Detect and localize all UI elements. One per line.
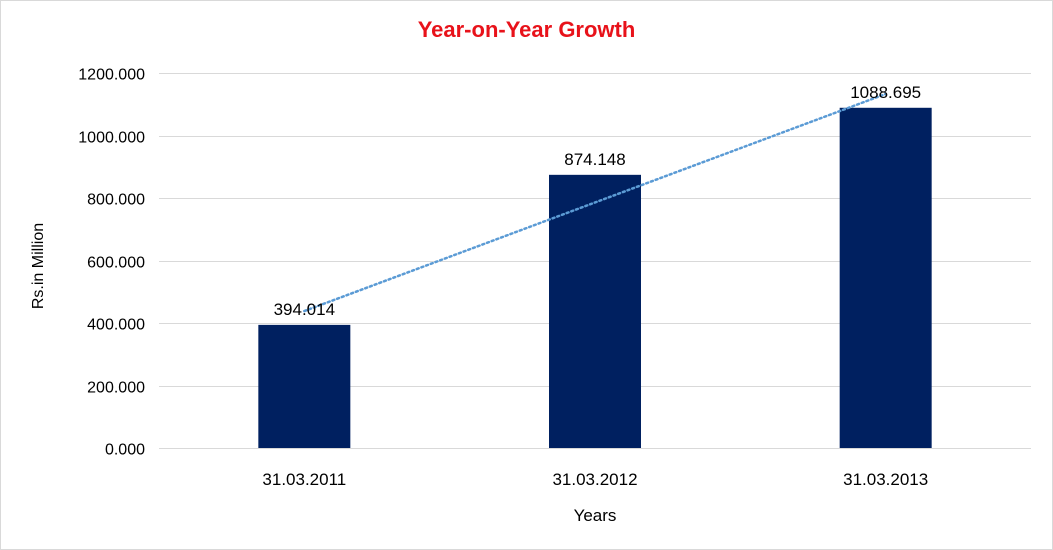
bars [258,107,932,449]
y-tick-label: 600.000 [87,255,145,272]
bar [258,324,351,448]
x-tick-label: 31.03.2013 [843,470,928,489]
data-label: 1088.695 [850,83,921,102]
x-axis-label: Years [573,506,617,525]
chart-title: Year-on-Year Growth [417,17,636,42]
y-tick-label: 800.000 [87,192,145,209]
x-tick-labels: 31.03.2011 31.03.2012 31.03.2013 [262,470,928,489]
data-label: 394.014 [274,300,335,319]
data-labels: 394.014 874.148 1088.695 [274,83,922,319]
y-tick-label: 0.000 [105,442,145,459]
x-tick-label: 31.03.2012 [552,470,637,489]
trendline-group [303,92,887,313]
bar [839,107,932,449]
data-label: 874.148 [564,150,625,169]
y-tick-label: 1200.000 [78,67,145,84]
x-tick-label: 31.03.2011 [262,470,346,489]
y-tick-label: 1000.000 [78,130,145,147]
y-tick-labels: 0.000 200.000 400.000 600.000 800.000 1000.00… [78,67,145,459]
bar [549,174,641,449]
y-tick-label: 200.000 [87,380,145,397]
y-tick-label: 400.000 [87,317,145,334]
trendline [303,92,887,313]
